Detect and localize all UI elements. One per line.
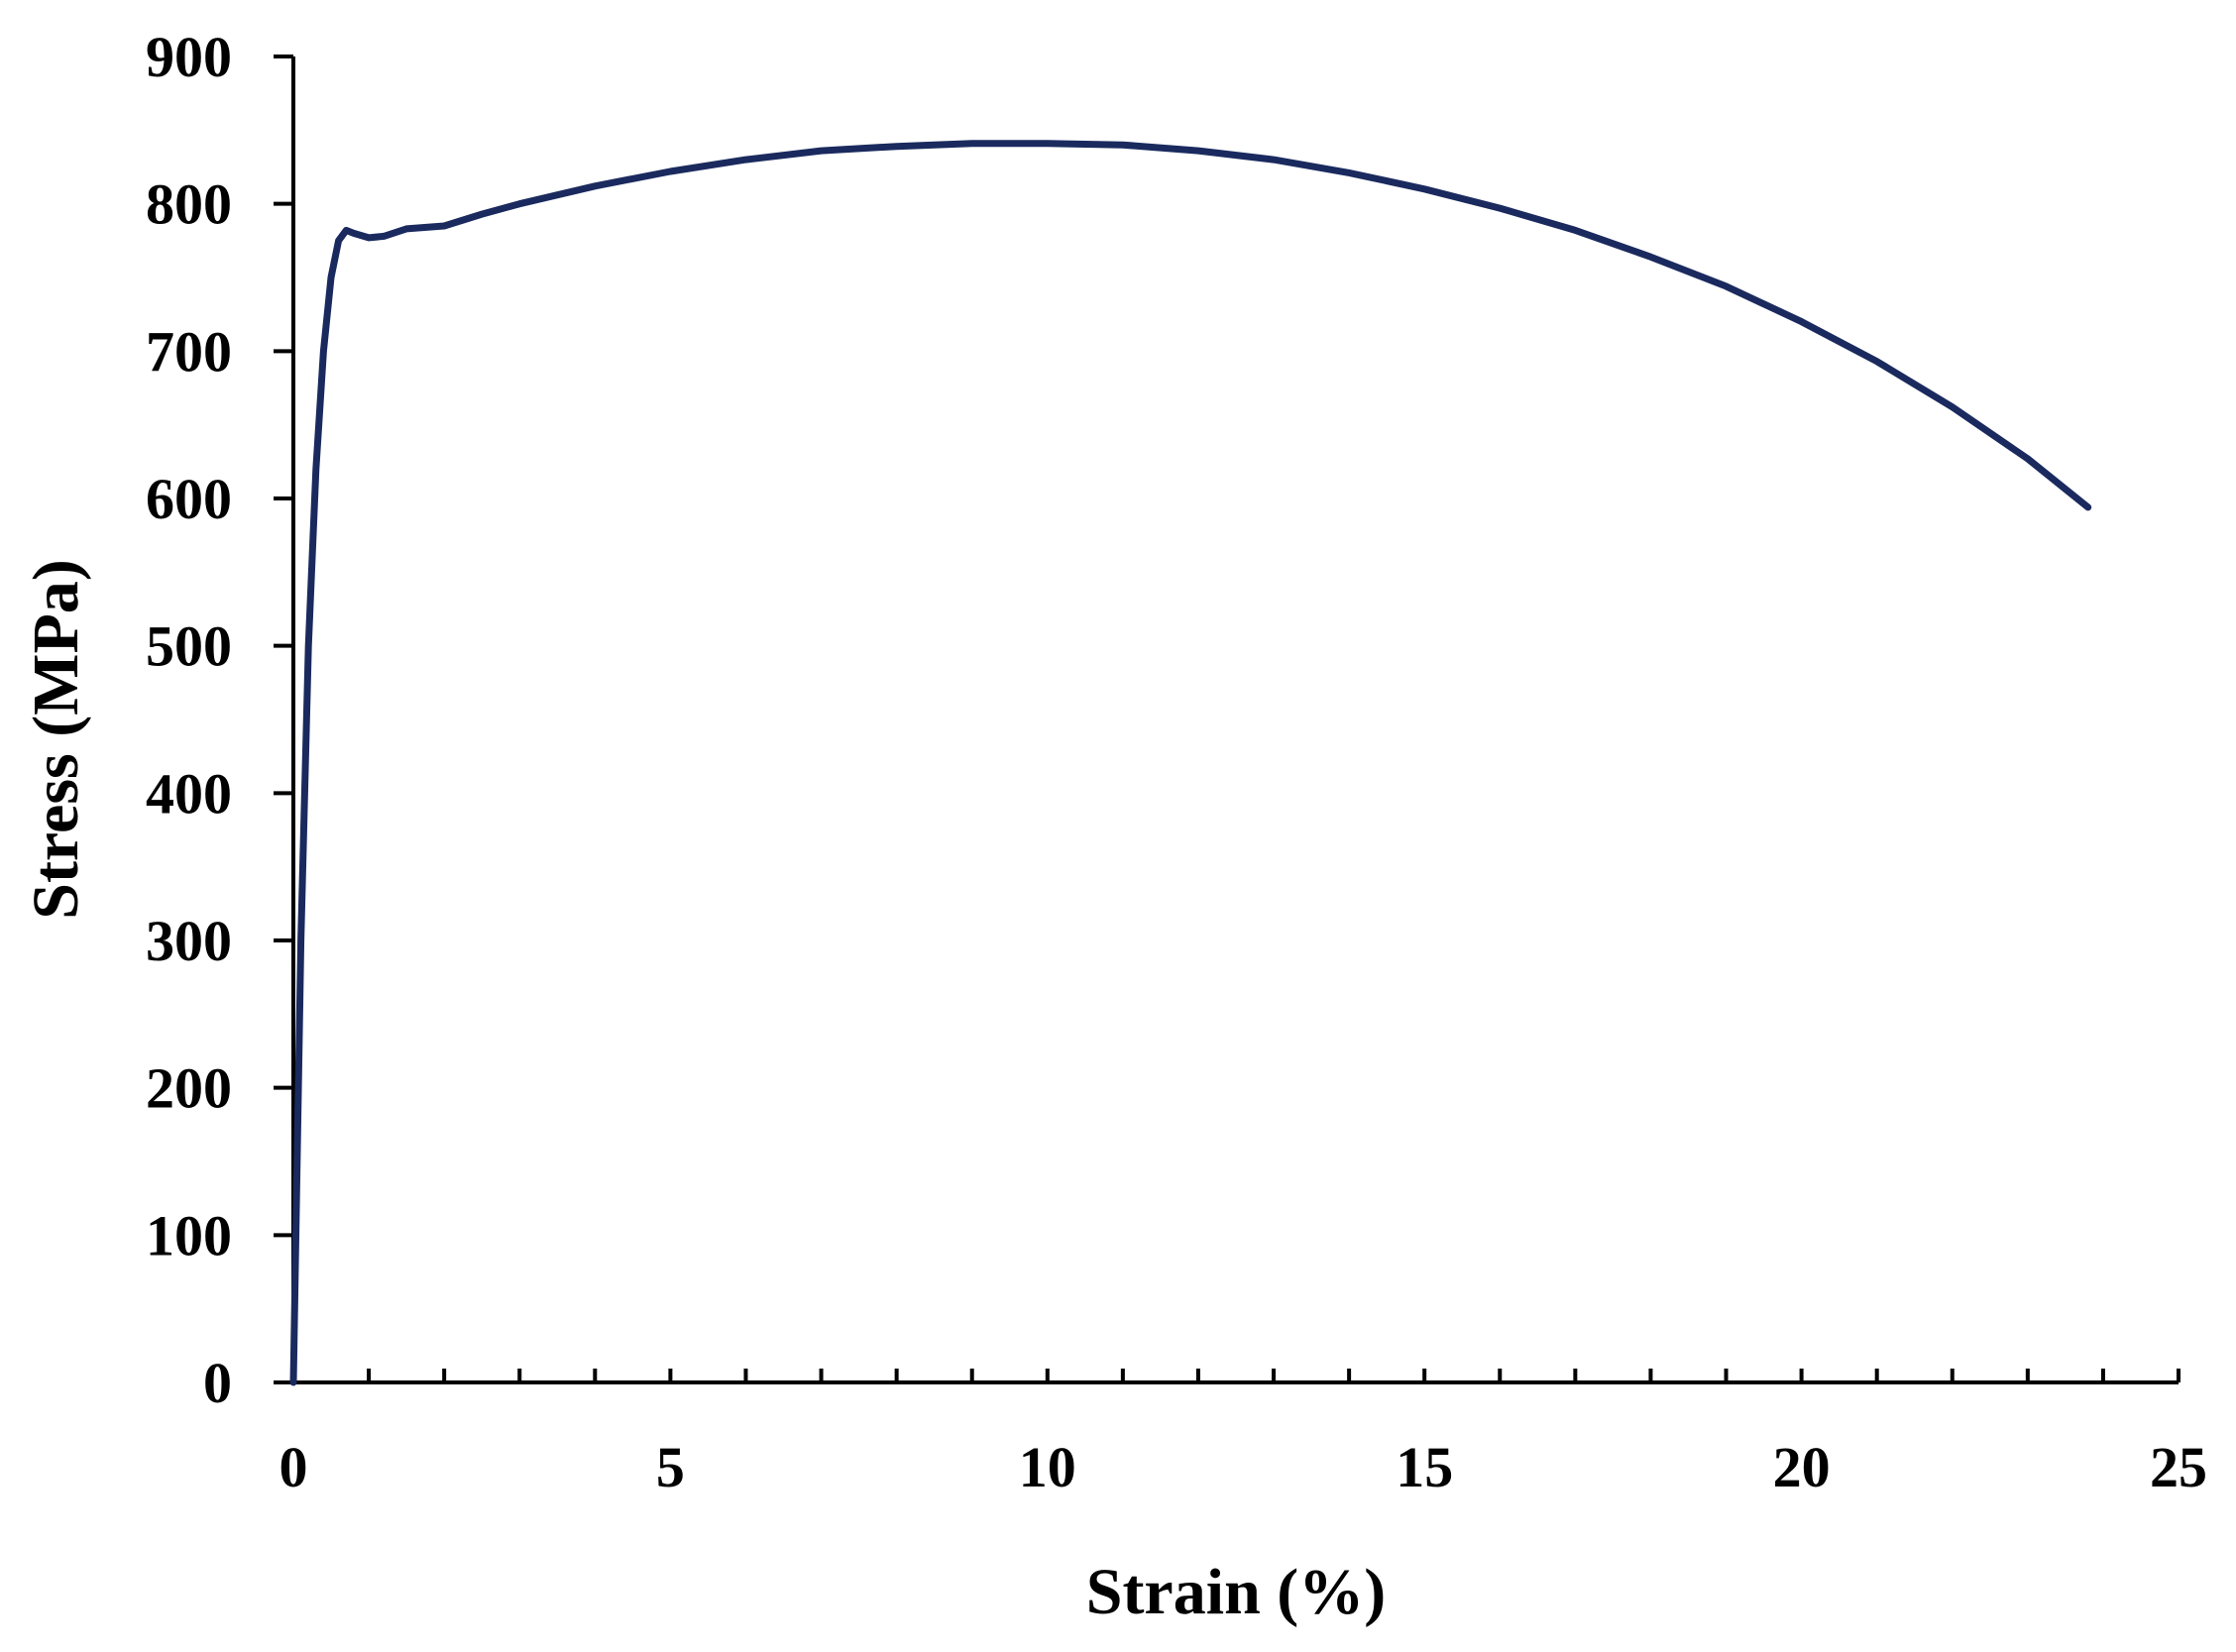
x-tick-label: 15 — [1396, 1435, 1453, 1499]
y-tick-label: 500 — [146, 614, 232, 679]
y-tick-label: 200 — [146, 1056, 232, 1121]
y-tick-label: 600 — [146, 467, 232, 531]
series-line-1 — [289, 140, 2092, 1386]
x-tick-label: 10 — [1019, 1435, 1076, 1499]
y-tick-label: 400 — [146, 761, 232, 826]
axes — [291, 56, 2179, 1384]
x-tick-label: 0 — [280, 1435, 308, 1499]
y-tick-label: 700 — [146, 319, 232, 384]
y-tick-label: 100 — [146, 1203, 232, 1267]
y-tick-label: 0 — [203, 1351, 232, 1415]
series-group — [289, 140, 2092, 1386]
x-tick-label: 20 — [1773, 1435, 1831, 1499]
x-axis-ticks: 0 5 10 15 20 25 — [280, 1369, 2207, 1499]
x-tick-label: 25 — [2150, 1435, 2207, 1499]
y-axis-ticks: 0 100 200 300 400 500 600 700 800 900 — [146, 25, 293, 1415]
x-tick-label: 5 — [656, 1435, 685, 1499]
y-axis-title: Stress (MPa) — [20, 559, 92, 920]
y-tick-label: 300 — [146, 909, 232, 973]
y-tick-label: 900 — [146, 25, 232, 89]
x-axis-title: Strain (%) — [1086, 1556, 1386, 1628]
y-tick-label: 800 — [146, 172, 232, 237]
